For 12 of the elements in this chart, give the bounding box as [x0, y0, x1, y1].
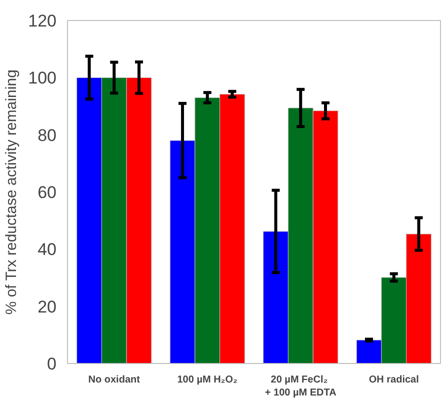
y-tick-label: 20 — [38, 297, 57, 316]
y-tick-label: 40 — [38, 240, 57, 260]
y-tick-label: 100 — [28, 68, 57, 88]
y-axis-title: % of Trx reductase activity remaining — [3, 70, 20, 315]
y-tick-label: 0 — [47, 354, 57, 374]
x-tick-label: No oxidant — [88, 374, 141, 386]
x-tick-label: OH radical — [368, 374, 420, 386]
y-tick-label: 120 — [28, 12, 57, 30]
y-tick-label: 60 — [38, 183, 57, 202]
y-tick-label: 80 — [38, 126, 57, 145]
x-tick-label: 100 µM H₂O₂ — [177, 374, 238, 386]
x-tick-label: 20 µM FeCl₂ + 100 µM EDTA — [264, 374, 336, 399]
